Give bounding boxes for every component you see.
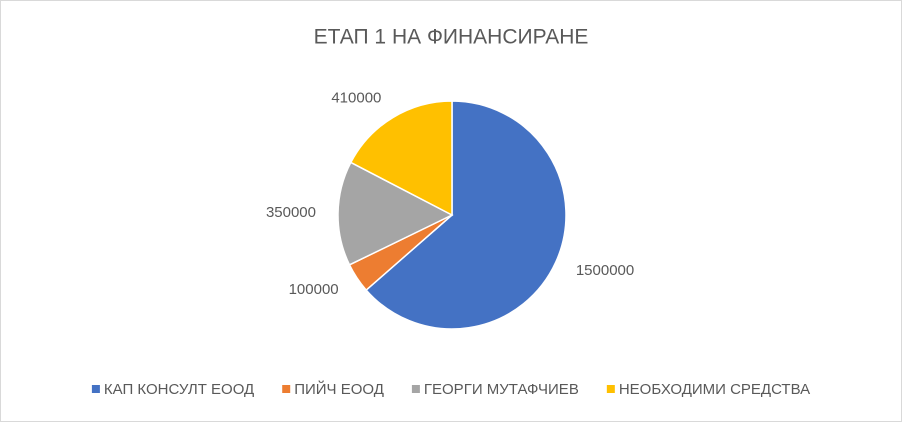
legend-marker — [606, 385, 615, 393]
pie-slice — [365, 100, 567, 330]
legend-marker — [91, 385, 100, 393]
data-label: 350000 — [266, 204, 316, 221]
data-label: 410000 — [331, 90, 381, 107]
legend-marker — [411, 385, 420, 393]
pie-slice — [337, 161, 454, 266]
legend-marker — [282, 385, 291, 393]
legend-label: НЕОБХОДИМИ СРЕДСТВА — [619, 381, 810, 398]
chart-title: ЕТАП 1 НА ФИНАНСИРАНЕ — [314, 26, 589, 49]
data-label: 100000 — [289, 281, 339, 298]
legend-label: ГЕОРГИ МУТАФЧИЕВ — [424, 381, 579, 398]
data-label: 1500000 — [576, 262, 634, 279]
legend-label: КАП КОНСУЛТ ЕООД — [104, 381, 254, 398]
legend-label: ПИЙЧ ЕООД — [294, 380, 384, 398]
pie-slice — [349, 100, 453, 217]
